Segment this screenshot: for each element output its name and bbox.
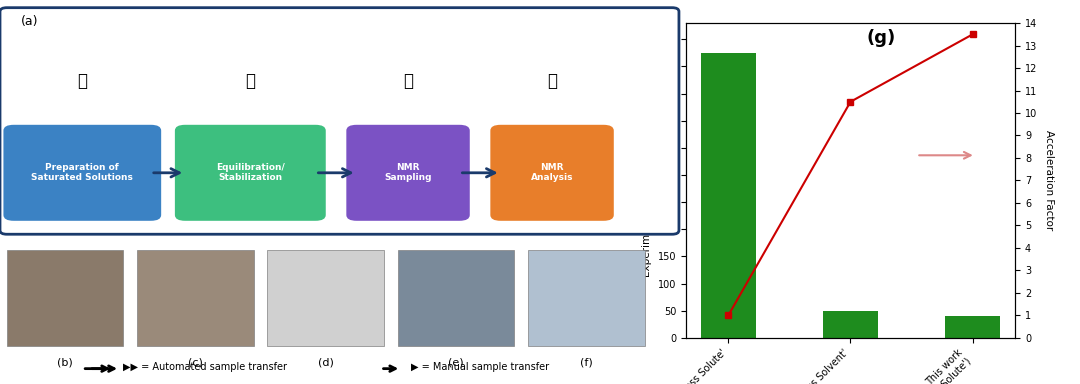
Text: (e): (e) <box>448 357 464 367</box>
FancyBboxPatch shape <box>397 250 514 346</box>
Text: 🕐: 🕐 <box>245 72 255 89</box>
FancyBboxPatch shape <box>528 250 645 346</box>
Bar <box>823 311 878 338</box>
Text: 🤖: 🤖 <box>78 72 87 89</box>
Text: (a): (a) <box>21 15 38 28</box>
Text: (b): (b) <box>57 357 73 367</box>
Text: Equilibration/
Stabilization: Equilibration/ Stabilization <box>216 163 285 182</box>
Text: (d): (d) <box>318 357 334 367</box>
Text: (g): (g) <box>867 29 896 47</box>
Bar <box>701 53 756 338</box>
Text: 🧪: 🧪 <box>403 72 413 89</box>
Y-axis label: Experimental Time per Sample (min): Experimental Time per Sample (min) <box>642 84 652 276</box>
Text: Preparation of
Saturated Solutions: Preparation of Saturated Solutions <box>31 163 133 182</box>
Y-axis label: Acceleration Factor: Acceleration Factor <box>1044 130 1054 231</box>
FancyBboxPatch shape <box>137 250 254 346</box>
FancyBboxPatch shape <box>490 125 613 221</box>
Text: ▶▶ = Automated sample transfer: ▶▶ = Automated sample transfer <box>123 362 287 372</box>
FancyBboxPatch shape <box>268 250 384 346</box>
FancyBboxPatch shape <box>347 125 470 221</box>
Text: 🔍: 🔍 <box>548 72 557 89</box>
FancyBboxPatch shape <box>175 125 326 221</box>
Text: NMR
Sampling: NMR Sampling <box>384 163 432 182</box>
Bar <box>945 316 1000 338</box>
Text: ▶ = Manual sample transfer: ▶ = Manual sample transfer <box>411 362 550 372</box>
FancyBboxPatch shape <box>3 125 161 221</box>
FancyBboxPatch shape <box>6 250 123 346</box>
FancyBboxPatch shape <box>0 8 679 234</box>
Text: (f): (f) <box>580 357 593 367</box>
Text: NMR
Analysis: NMR Analysis <box>530 163 573 182</box>
Text: (c): (c) <box>188 357 203 367</box>
